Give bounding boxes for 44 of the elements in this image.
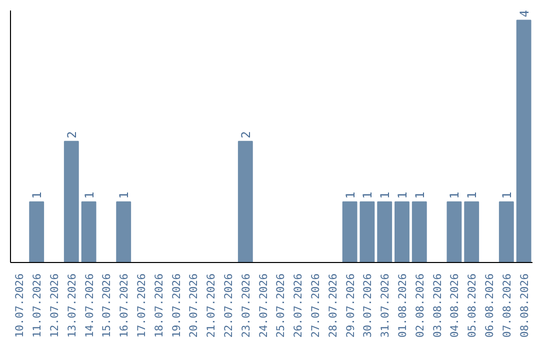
data-label: 1 [30,192,44,199]
data-label: 1 [117,192,132,199]
data-label: 4 [517,10,532,18]
data-label: 1 [360,192,375,199]
x-tick-label: 31.07.2026 [378,274,392,338]
x-tick-label: 04.08.2026 [448,274,462,338]
x-tick-label: 08.08.2026 [518,274,531,338]
x-tick-label: 14.07.2026 [82,274,96,338]
data-label: 1 [448,192,462,199]
data-label: 1 [396,192,410,199]
x-tick-label: 19.07.2026 [170,274,183,338]
x-tick-label: 12.07.2026 [48,274,61,338]
x-tick-label: 26.07.2026 [292,274,305,338]
x-tick-label: 06.08.2026 [483,274,496,338]
x-tick-label: 07.08.2026 [500,274,514,338]
data-label: 1 [412,192,427,199]
x-tick-label: 10.07.2026 [13,274,26,338]
x-tick-label: 22.07.2026 [222,274,235,338]
x-tick-label: 17.07.2026 [135,274,148,338]
x-tick-label: 11.07.2026 [30,274,44,338]
x-tick-label: 27.07.2026 [309,274,322,338]
x-tick-label: 05.08.2026 [466,274,479,338]
data-label: 2 [64,131,79,138]
x-tick-label: 15.07.2026 [100,274,114,338]
x-tick-label: 16.07.2026 [118,274,131,338]
x-tick-label: 25.07.2026 [274,274,288,338]
data-label: 1 [82,192,96,199]
x-tick-label: 29.07.2026 [344,274,357,338]
x-tick-label: 13.07.2026 [65,274,78,338]
x-tick-label: 21.07.2026 [204,274,218,338]
data-label: 1 [465,192,480,199]
x-tick-label: 23.07.2026 [239,274,252,338]
x-tick-label: 18.07.2026 [152,274,166,338]
x-tick-label: 24.07.2026 [256,274,270,338]
x-tick-label: 30.07.2026 [361,274,374,338]
x-tick-label: 01.08.2026 [396,274,409,338]
data-label: 1 [343,192,358,199]
x-tick-label: 02.08.2026 [413,274,426,338]
data-label: 2 [238,131,253,138]
x-tick-label: 03.08.2026 [430,274,444,338]
data-label: 1 [378,192,392,199]
x-tick-label: 20.07.2026 [187,274,200,338]
x-tick-label: 28.07.2026 [326,274,340,338]
data-label: 1 [500,192,514,199]
